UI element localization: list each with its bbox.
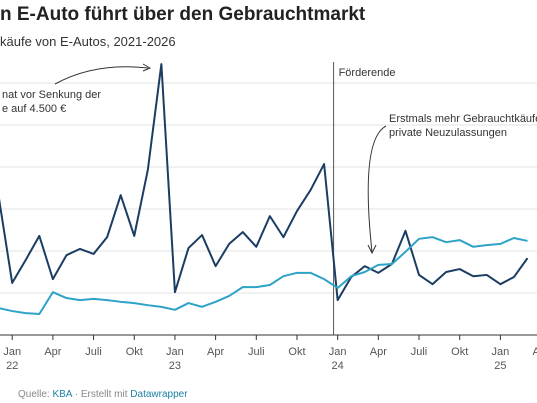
x-tick-label: Okt — [288, 346, 305, 358]
x-tick-label: Jan — [3, 346, 21, 358]
x-tick-label: Okt — [126, 346, 143, 358]
annotation: nat vor Senkung der — [2, 89, 101, 101]
source-tool[interactable]: Datawrapper — [130, 389, 188, 400]
source-prefix: Quelle: — [18, 389, 50, 400]
annotation: Erstmals mehr Gebrauchtkäufe — [389, 113, 537, 125]
x-tick-label: Jan — [166, 346, 184, 358]
x-tick-label: Apr — [207, 346, 224, 358]
annotation: e auf 4.500 € — [2, 103, 66, 115]
reference-label: Förderende — [339, 67, 396, 79]
x-tick-label: Jan — [492, 346, 510, 358]
source: Quelle: KBA · Erstellt mit Datawrapper — [18, 389, 188, 400]
x-tick-label: Jan — [329, 346, 347, 358]
x-tick-label: Apr — [44, 346, 61, 358]
x-year-label: 24 — [332, 360, 344, 372]
x-year-label: 23 — [169, 360, 181, 372]
line — [0, 63, 529, 302]
x-year-label: 22 — [6, 360, 18, 372]
x-tick-label: Juli — [248, 346, 265, 358]
x-tick-label: Juli — [85, 346, 102, 358]
plot: Förderende Jan Apr Juli Okt Jan Apr Juli Okt Jan A… — [0, 62, 537, 372]
x-tick-label: Apr — [533, 346, 537, 358]
x-tick-label: Okt — [451, 346, 468, 358]
annotation: private Neuzulassungen — [389, 127, 507, 139]
annotation-arrow-head — [367, 244, 377, 255]
line — [0, 236, 528, 315]
annotation-arrow — [54, 66, 149, 85]
annotation-arrow — [367, 125, 387, 253]
x-tick-label: Apr — [370, 346, 387, 358]
x-year-label: 25 — [494, 360, 506, 372]
x-tick-label: Juli — [411, 346, 428, 358]
source-name[interactable]: KBA — [52, 389, 72, 400]
source-credit: · Erstellt mit — [75, 389, 128, 400]
chart-title: n E-Auto führt über den Gebrauchtmarkt — [0, 4, 366, 25]
annotation-arrow-head — [142, 63, 152, 72]
chart-subtitle: käufe von E-Autos, 2021-2026 — [0, 34, 176, 49]
